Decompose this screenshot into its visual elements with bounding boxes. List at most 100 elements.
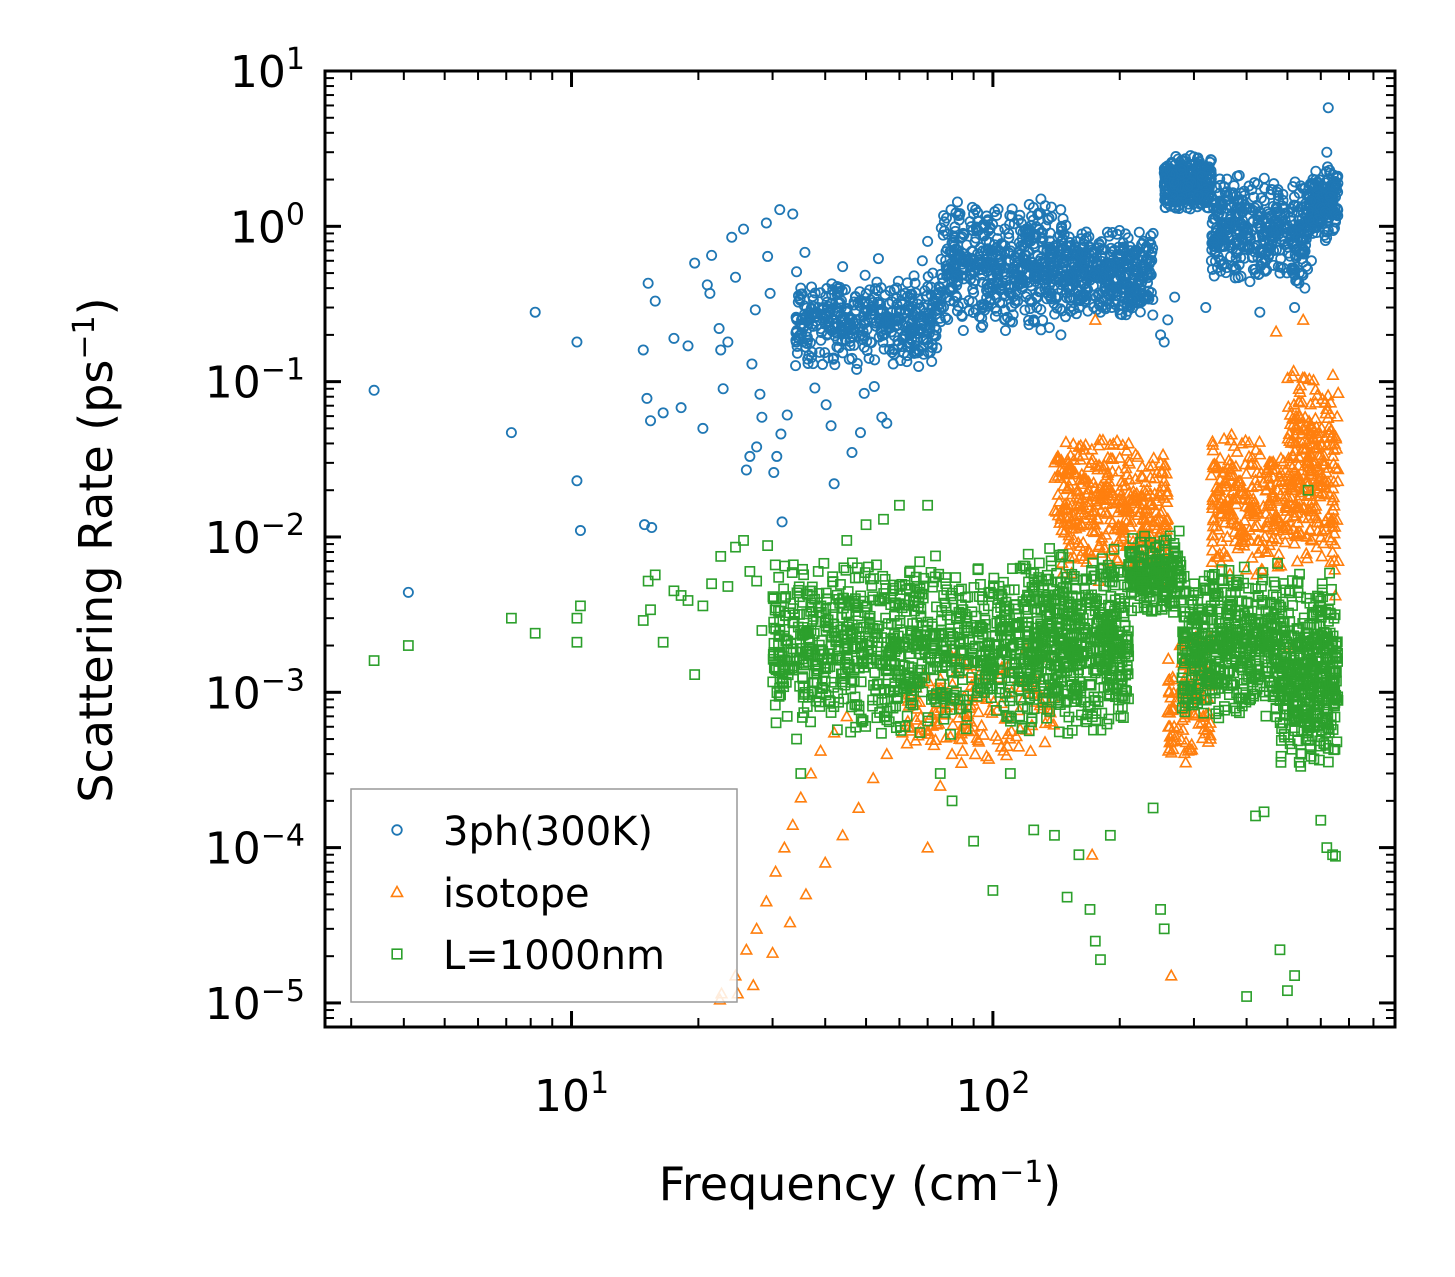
data-point [1093, 237, 1105, 249]
data-point [697, 422, 709, 434]
data-point [571, 475, 583, 487]
data-point [869, 354, 881, 366]
data-point [979, 692, 994, 705]
data-point [908, 345, 920, 357]
data-point [1012, 214, 1024, 226]
data-point [1273, 195, 1285, 207]
data-point [1156, 447, 1170, 460]
data-point [1094, 306, 1106, 318]
data-point [940, 572, 952, 583]
data-point [790, 360, 802, 372]
data-point [1072, 247, 1084, 259]
data-point [1212, 209, 1224, 221]
data-point [1037, 271, 1049, 283]
data-point [1078, 235, 1090, 247]
data-point [1162, 314, 1174, 326]
data-point [1007, 309, 1019, 321]
data-point [987, 244, 999, 256]
data-point [1099, 483, 1113, 496]
data-point [1129, 244, 1141, 256]
data-point [1101, 450, 1115, 463]
data-point [765, 945, 780, 958]
data-point [1318, 181, 1330, 193]
data-point [738, 223, 750, 235]
data-point [941, 243, 953, 255]
data-point [1118, 244, 1130, 256]
data-point [966, 268, 978, 280]
data-point [945, 204, 957, 216]
data-point [1068, 292, 1080, 304]
data-point [1111, 260, 1123, 272]
data-point [876, 305, 888, 317]
data-point [1103, 437, 1117, 450]
data-point [1143, 236, 1155, 248]
data-point [1055, 204, 1067, 216]
data-point [827, 725, 841, 738]
data-point [930, 550, 941, 562]
data-point [1079, 277, 1091, 289]
data-point [1098, 505, 1112, 518]
data-point [935, 268, 947, 280]
data-point [1106, 436, 1120, 449]
data-point [1032, 250, 1044, 262]
data-point [913, 360, 925, 372]
data-point [916, 255, 928, 267]
data-point [845, 320, 857, 332]
data-point [801, 701, 813, 712]
data-point [933, 778, 947, 791]
data-point [1321, 232, 1333, 244]
data-point [834, 296, 846, 308]
data-point [1307, 215, 1319, 227]
data-point [957, 227, 969, 239]
data-point [740, 464, 752, 476]
data-point [926, 355, 938, 367]
data-point [746, 358, 758, 370]
data-point [857, 334, 869, 346]
data-point [754, 388, 766, 400]
data-point [799, 246, 811, 258]
data-point [818, 855, 832, 868]
data-point [1022, 548, 1034, 560]
data-point [990, 262, 1002, 274]
data-point [1236, 202, 1248, 214]
data-point [1208, 235, 1220, 247]
data-point [1013, 237, 1025, 249]
data-point [1096, 491, 1111, 504]
data-point [1168, 176, 1180, 188]
data-point [837, 261, 849, 273]
data-point [836, 328, 848, 340]
data-point [770, 717, 782, 729]
data-point [926, 339, 938, 351]
data-point [746, 978, 760, 991]
data-point [638, 519, 650, 531]
data-point [1043, 714, 1057, 727]
data-point [1208, 241, 1220, 253]
data-point [1225, 210, 1237, 222]
data-point [968, 747, 982, 760]
data-point [1144, 268, 1156, 280]
data-point [1078, 437, 1093, 450]
data-point [794, 790, 808, 803]
data-point [1073, 516, 1088, 529]
data-point [831, 327, 843, 339]
data-point [1284, 250, 1296, 262]
data-point [1289, 302, 1301, 314]
data-point [999, 748, 1014, 761]
data-point [1048, 267, 1060, 279]
data-point [1052, 494, 1066, 507]
data-point [730, 271, 742, 283]
data-point [1164, 968, 1178, 981]
data-point [952, 210, 964, 222]
data-point [1038, 735, 1052, 748]
data-point [1239, 466, 1253, 479]
data-point [958, 256, 970, 268]
data-point [1330, 409, 1344, 422]
data-point [941, 291, 953, 303]
data-point [1188, 151, 1200, 163]
data-point [759, 894, 774, 907]
data-point [1033, 208, 1045, 220]
data-point [945, 747, 959, 760]
data-point [928, 733, 943, 746]
data-point [1268, 178, 1280, 190]
data-point [982, 751, 996, 764]
